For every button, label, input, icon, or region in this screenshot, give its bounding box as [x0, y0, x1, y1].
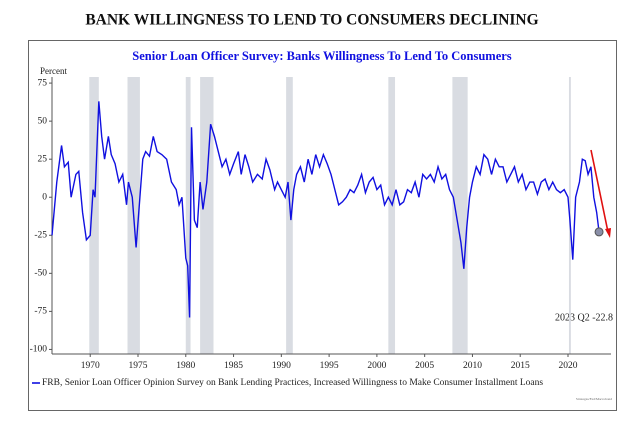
series-line — [51, 101, 600, 318]
x-tick-label: 2010 — [463, 361, 482, 371]
legend-label: FRB, Senior Loan Officer Opinion Survey … — [42, 377, 543, 388]
x-tick-label: 1990 — [272, 361, 291, 371]
chart-frame — [28, 40, 617, 411]
recession-band — [286, 77, 293, 354]
y-tick-label: 50 — [38, 116, 48, 126]
x-tick-label: 1995 — [320, 361, 339, 371]
chart-title: Senior Loan Officer Survey: Banks Willin… — [132, 49, 512, 63]
annotation: 2023 Q2 -22.8 — [555, 312, 613, 323]
x-tick-label: 2020 — [559, 361, 578, 371]
recession-band — [185, 77, 191, 354]
trend-arrow-head — [605, 228, 611, 238]
x-tick-label: 1970 — [81, 361, 100, 371]
recession-band — [388, 77, 396, 354]
y-tick-label: -75 — [34, 307, 47, 317]
x-tick-label: 1975 — [129, 361, 148, 371]
y-tick-label: 0 — [42, 192, 47, 202]
y-tick-label: -50 — [34, 269, 47, 279]
recession-band — [200, 77, 214, 354]
y-tick-label: -25 — [34, 230, 47, 240]
last-point — [594, 227, 604, 237]
source: Strategas/Fed/Macrobond — [576, 397, 612, 401]
page-title: BANK WILLINGNESS TO LEND TO CONSUMERS DE… — [85, 12, 538, 29]
recession-band — [452, 77, 468, 354]
trend-arrow — [590, 149, 609, 233]
y-tick-label: 25 — [38, 154, 48, 164]
x-tick-label: 2005 — [415, 361, 434, 371]
y-tick-label: -100 — [30, 345, 48, 355]
y-tick-label: 75 — [38, 78, 48, 88]
y-axis-label: Percent — [40, 66, 67, 76]
x-tick-label: 2015 — [511, 361, 530, 371]
x-tick-label: 2000 — [367, 361, 386, 371]
x-tick-label: 1980 — [176, 361, 195, 371]
recession-band — [89, 77, 99, 354]
x-tick-label: 1985 — [224, 361, 243, 371]
